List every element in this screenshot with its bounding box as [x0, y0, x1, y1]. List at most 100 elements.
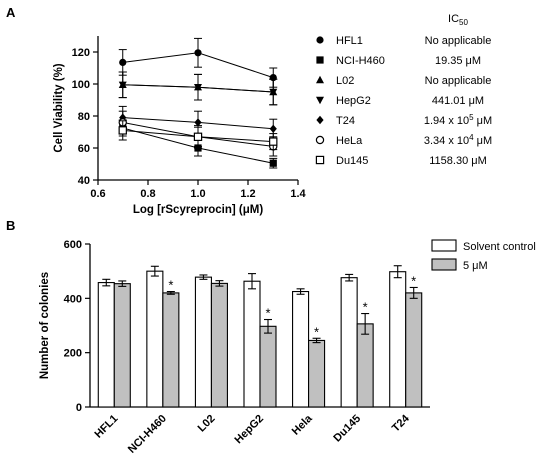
legend-marker-hela — [315, 135, 325, 145]
data-point-du145 — [269, 137, 278, 146]
bar-solvent-control — [243, 280, 261, 408]
data-point-hfl1 — [194, 49, 202, 57]
y-tick-label: 0 — [76, 402, 82, 414]
significance-asterisk: * — [168, 278, 173, 293]
data-point-du145 — [118, 126, 127, 135]
bar-5-m — [162, 292, 180, 408]
legend-item-hfl1: HFL1 No applicable — [316, 35, 491, 47]
ic50-value-hepg2: 441.01 μM — [432, 95, 484, 107]
legend-swatch-5-m — [431, 258, 457, 271]
data-point-t24 — [269, 124, 277, 133]
x-tick-label-du145: Du145 — [331, 413, 363, 445]
legend-label-nci-h460: NCI-H460 — [336, 55, 385, 67]
x-tick-label-hela: Hela — [290, 412, 316, 438]
ic50-header: IC50 — [448, 13, 468, 27]
bar-5-m — [405, 292, 423, 408]
legend-item-hepg2: HepG2 441.01 μM — [316, 95, 484, 107]
bar-5-m — [308, 339, 326, 408]
x-tick-label-nci-h460: NCI-H460 — [126, 413, 169, 456]
legend-marker-hepg2 — [316, 96, 324, 105]
legend-marker-l02 — [316, 75, 324, 84]
legend-marker-hfl1 — [316, 36, 324, 44]
bar-solvent-control — [146, 270, 164, 408]
category-group-hfl1 — [97, 278, 131, 408]
data-point-du145 — [193, 132, 203, 141]
y-axis-label: Cell Viability (%) — [53, 63, 65, 152]
panel-b-label: B — [6, 218, 15, 233]
category-group-hepg2: * — [243, 273, 277, 408]
x-tick-label: 0.8 — [140, 188, 155, 200]
bar-solvent-control — [97, 282, 115, 408]
category-group-du145: * — [340, 273, 374, 408]
legend-label-solvent-control: Solvent control — [463, 241, 536, 253]
legend-label-hfl1: HFL1 — [336, 35, 363, 47]
y-axis-label: Number of colonies — [39, 272, 51, 379]
category-group-t24: * — [389, 265, 423, 408]
series-hepg2 — [118, 71, 278, 106]
x-tick-label: 1.2 — [240, 188, 255, 200]
legend-item-nci-h460: NCI-H460 19.35 μM — [316, 55, 481, 67]
x-axis-label: Log [rScyreprocin] (μM) — [133, 204, 264, 216]
legend-item-5-m: 5 μM — [431, 258, 488, 272]
x-tick-label-l02: L02 — [196, 413, 218, 435]
cell-viability-line-chart: 40 60 80 100 120 0.6 0.8 1.0 1.2 1.4 Log [rScyrepr… — [53, 36, 307, 216]
bar-solvent-control — [340, 277, 358, 408]
series-du145 — [118, 120, 278, 151]
y-tick-label: 100 — [72, 79, 90, 91]
y-tick-label: 120 — [72, 47, 90, 59]
legend-item-t24: T24 1.94 x 105 μM — [316, 113, 492, 127]
y-tick-label: 600 — [64, 239, 82, 251]
legend-marker-t24 — [316, 115, 324, 125]
legend-item-du145: Du145 1158.30 μM — [315, 155, 487, 167]
legend-label-hela: HeLa — [336, 135, 363, 147]
ic50-value-t24: 1.94 x 105 μM — [424, 113, 492, 127]
x-tick-label-t24: T24 — [390, 412, 413, 435]
legend-item-solvent-control: Solvent control — [431, 239, 536, 253]
x-tick-label: 1.4 — [290, 188, 306, 200]
x-tick-label-hfl1: HFL1 — [92, 413, 120, 441]
data-point-t24 — [194, 118, 202, 127]
data-point-hepg2 — [194, 84, 202, 92]
legend-label-hepg2: HepG2 — [336, 95, 371, 107]
ic50-value-nci-h460: 19.35 μM — [435, 55, 481, 67]
bar-solvent-control — [389, 271, 407, 408]
y-tick-label: 400 — [64, 293, 82, 305]
colony-bar-chart: 0 200 400 600 Number of colonies HFL1 * NCI-H46… — [39, 239, 430, 456]
y-tick-label: 60 — [78, 143, 90, 155]
cell-viability-legend: IC50 HFL1 No applicable NCI-H460 19.35 μM L02… — [315, 13, 492, 167]
category-group-hela: * — [292, 288, 326, 408]
significance-asterisk: * — [265, 306, 270, 321]
legend-swatch-solvent-control — [431, 239, 457, 252]
bar-solvent-control — [292, 290, 310, 408]
ic50-value-hfl1: No applicable — [425, 35, 492, 47]
significance-asterisk: * — [411, 273, 416, 288]
bar-5-m — [356, 323, 374, 408]
data-point-nci-h460 — [269, 159, 277, 167]
significance-asterisk: * — [363, 300, 368, 315]
x-tick-label: 0.6 — [90, 188, 105, 200]
x-tick-label: 1.0 — [190, 188, 205, 200]
bar-5-m — [113, 283, 131, 408]
legend-label-l02: L02 — [336, 75, 354, 87]
data-point-hepg2 — [118, 81, 127, 89]
bar-5-m — [210, 282, 228, 408]
legend-marker-nci-h460 — [316, 56, 324, 64]
legend-label-du145: Du145 — [336, 155, 368, 167]
colony-legend: Solvent control 5 μM — [431, 239, 536, 272]
bar-5-m — [259, 325, 277, 408]
x-tick-label-hepg2: HepG2 — [233, 413, 267, 447]
panel-a-label: A — [6, 5, 16, 20]
series-hfl1 — [118, 37, 278, 88]
legend-label-5-m: 5 μM — [463, 260, 488, 272]
y-tick-label: 200 — [64, 348, 82, 360]
ic50-value-hela: 3.34 x 104 μM — [424, 133, 492, 147]
significance-asterisk: * — [314, 324, 319, 339]
ic50-value-l02: No applicable — [425, 75, 492, 87]
legend-label-t24: T24 — [336, 115, 355, 127]
legend-item-l02: L02 No applicable — [316, 75, 491, 87]
category-group-nci-h460: * — [146, 265, 180, 408]
category-group-l02 — [194, 274, 228, 408]
y-tick-label: 40 — [78, 175, 90, 187]
data-point-hfl1 — [119, 58, 127, 66]
